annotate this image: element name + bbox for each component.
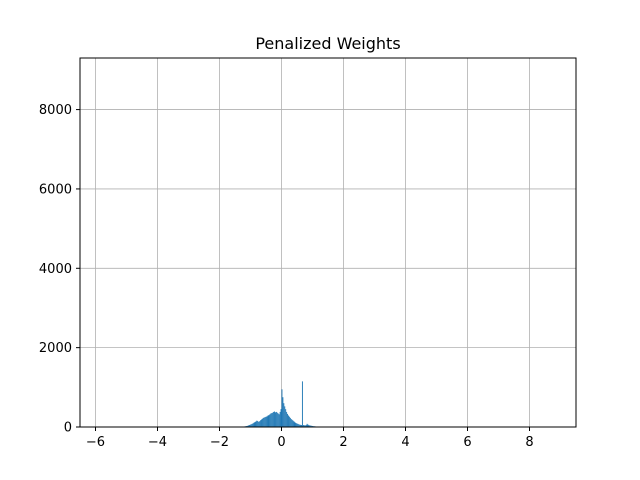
histogram-bar <box>302 425 304 427</box>
x-tick-label: −6 <box>86 435 105 450</box>
y-tick-label: 0 <box>64 421 72 436</box>
histogram-bar <box>300 424 302 427</box>
histogram-bar <box>250 424 252 427</box>
histogram-bar <box>288 415 289 427</box>
histogram-bar <box>298 424 300 427</box>
histogram-bar <box>266 416 268 427</box>
y-tick-label: 2000 <box>39 341 72 356</box>
x-tick-label: −4 <box>148 435 167 450</box>
histogram-bar <box>252 423 254 427</box>
histogram-bar <box>308 425 310 427</box>
histogram-bar <box>254 422 256 427</box>
chart-title: Penalized Weights <box>255 34 400 53</box>
x-tick-label: 2 <box>339 435 347 450</box>
histogram-bar <box>304 425 306 427</box>
histogram-bar <box>297 423 299 427</box>
histogram-bar <box>295 423 297 427</box>
histogram-bar <box>286 411 288 427</box>
histogram-bar <box>261 418 263 427</box>
histogram-bar <box>253 422 255 427</box>
histogram-bar <box>248 425 249 427</box>
histogram-bar <box>289 417 291 427</box>
histogram-bar <box>274 412 276 427</box>
histogram-bar <box>309 425 311 427</box>
histogram-bar <box>292 420 294 427</box>
histogram-bar <box>264 417 266 427</box>
histogram-bar <box>294 422 296 427</box>
histogram-bar <box>272 412 274 427</box>
histogram-bar <box>258 421 260 427</box>
histogram-bar <box>283 403 285 427</box>
histogram-bar <box>310 425 312 427</box>
histogram-bar <box>301 425 302 427</box>
histogram-bar <box>261 419 262 427</box>
histogram-bar <box>301 381 303 427</box>
histogram-bar <box>299 424 301 427</box>
histogram-bar <box>277 413 279 427</box>
grid-lines <box>80 58 576 428</box>
histogram-bar <box>290 419 292 427</box>
x-tick-label: −2 <box>210 435 229 450</box>
histogram-bar <box>251 423 253 427</box>
histogram-bar <box>287 413 289 427</box>
histogram-bar <box>285 409 287 427</box>
y-tick-label: 8000 <box>39 103 72 118</box>
histogram-bar <box>307 424 309 427</box>
histogram-bar <box>265 416 267 427</box>
histogram-bar <box>260 420 262 427</box>
histogram-bar <box>291 419 293 427</box>
histogram-bar <box>278 414 280 427</box>
x-tick-label: 4 <box>401 435 409 450</box>
histogram-bar <box>255 421 257 427</box>
histogram-bar <box>268 415 270 427</box>
histogram-bar <box>249 424 251 427</box>
histogram-bar <box>276 412 278 427</box>
histogram-bar <box>279 411 281 427</box>
histogram-bar <box>280 409 282 427</box>
histogram-bar <box>269 414 271 427</box>
y-axis: 0 2000 4000 6000 8000 <box>39 103 80 436</box>
y-tick-label: 4000 <box>39 262 72 277</box>
histogram-bar <box>273 411 275 427</box>
histogram-bar <box>271 413 273 427</box>
x-tick-label: 0 <box>277 435 285 450</box>
histogram-bar <box>293 421 295 427</box>
histogram-bar <box>306 423 308 427</box>
y-tick-label: 6000 <box>39 182 72 197</box>
x-axis: −6 −4 −2 0 2 4 6 8 <box>86 427 534 450</box>
x-tick-label: 8 <box>525 435 533 450</box>
histogram-bar <box>284 406 286 427</box>
histogram-bar <box>262 417 264 427</box>
histogram-bar <box>281 389 283 427</box>
histogram-bar <box>296 423 298 427</box>
histogram-bar <box>270 413 272 427</box>
histogram-bar <box>282 397 284 427</box>
histogram-bar <box>305 425 307 427</box>
histogram-bar <box>257 421 259 427</box>
histogram-bar <box>256 420 258 427</box>
histogram-bar <box>274 411 275 427</box>
histogram-bar <box>248 425 250 427</box>
histogram-bar <box>303 425 305 427</box>
histogram-bar <box>275 411 277 427</box>
plot-frame <box>79 57 577 428</box>
histogram-bars <box>239 381 329 427</box>
x-tick-label: 6 <box>463 435 471 450</box>
histogram-bar <box>288 416 290 427</box>
histogram-bar <box>259 421 261 427</box>
histogram-bar <box>263 417 265 427</box>
histogram-bar <box>311 425 313 427</box>
histogram-bar <box>247 425 249 427</box>
histogram-bar <box>267 415 269 427</box>
